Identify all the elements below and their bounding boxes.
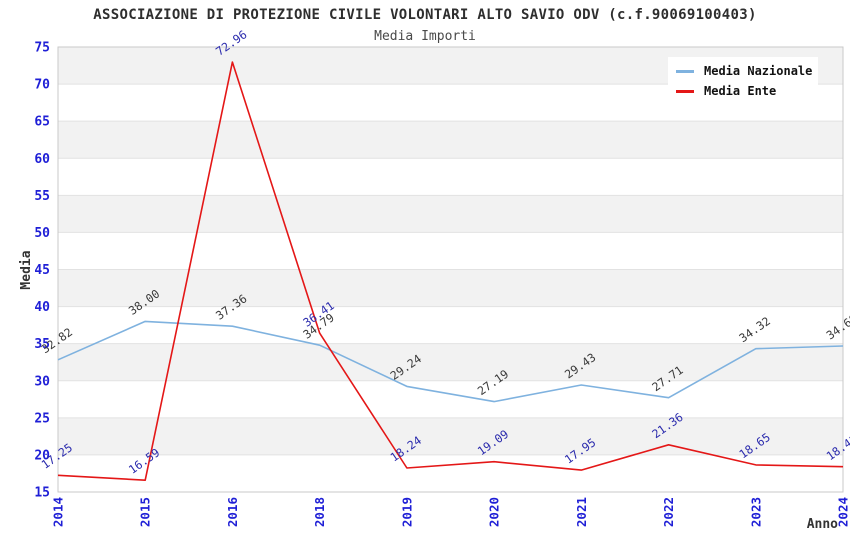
plot-band xyxy=(58,269,843,307)
plot-band xyxy=(58,306,843,344)
y-tick-label: 60 xyxy=(34,152,50,167)
y-tick-label: 30 xyxy=(34,374,50,389)
y-tick-label: 50 xyxy=(34,226,50,241)
y-tick-label: 15 xyxy=(34,486,50,501)
plot-band xyxy=(58,380,843,418)
plot-band xyxy=(58,121,843,159)
y-tick-label: 35 xyxy=(34,337,50,352)
plot-band xyxy=(58,195,843,233)
legend-label: Media Ente xyxy=(704,84,777,98)
chart-subtitle: Media Importi xyxy=(374,29,476,44)
x-tick-label: 2023 xyxy=(748,497,763,527)
series-line-media-ente xyxy=(57,61,844,482)
y-tick-label: 25 xyxy=(34,411,50,426)
y-tick-label: 45 xyxy=(34,263,50,278)
y-tick-label: 75 xyxy=(34,41,50,56)
y-tick-label: 70 xyxy=(34,78,50,93)
y-tick-label: 40 xyxy=(34,300,50,315)
x-axis-title: Anno xyxy=(807,517,838,532)
y-axis-title: Media xyxy=(19,250,34,289)
x-tick-label: 2020 xyxy=(487,497,502,527)
plot-band xyxy=(58,343,843,381)
plot-bands xyxy=(58,47,843,492)
legend: Media Nazionale Media Ente xyxy=(668,57,818,105)
plot-band xyxy=(58,158,843,196)
plot-band xyxy=(58,417,843,455)
y-tick-label: 65 xyxy=(34,115,50,130)
x-tick-label: 2022 xyxy=(661,497,676,527)
plot-border xyxy=(57,46,844,493)
y-tick-label: 20 xyxy=(34,448,50,463)
x-tick-label: 2016 xyxy=(225,497,240,527)
y-tick-label: 55 xyxy=(34,189,50,204)
chart-title: ASSOCIAZIONE DI PROTEZIONE CIVILE VOLONT… xyxy=(93,7,756,23)
plot-band xyxy=(58,232,843,270)
x-tick-label: 2019 xyxy=(399,497,414,527)
legend-swatch-media-ente xyxy=(676,89,694,93)
series-lines xyxy=(57,61,844,482)
legend-swatch-media-nazionale xyxy=(676,69,694,73)
axis-tick-labels: 15 20 25 30 35 40 45 50 55 60 65 70 75 2014 2015 2016 20… xyxy=(34,41,850,528)
x-tick-label: 2018 xyxy=(312,497,327,527)
legend-label: Media Nazionale xyxy=(704,64,813,78)
x-tick-label: 2021 xyxy=(574,497,589,527)
x-tick-label: 2024 xyxy=(836,497,850,527)
legend-item-media-nazionale: Media Nazionale xyxy=(674,61,812,81)
legend-item-media-ente: Media Ente xyxy=(674,81,812,101)
series-line-media-nazionale xyxy=(57,320,844,403)
x-tick-label: 2014 xyxy=(51,497,66,527)
plot-band xyxy=(58,454,843,492)
x-tick-label: 2015 xyxy=(138,497,153,527)
